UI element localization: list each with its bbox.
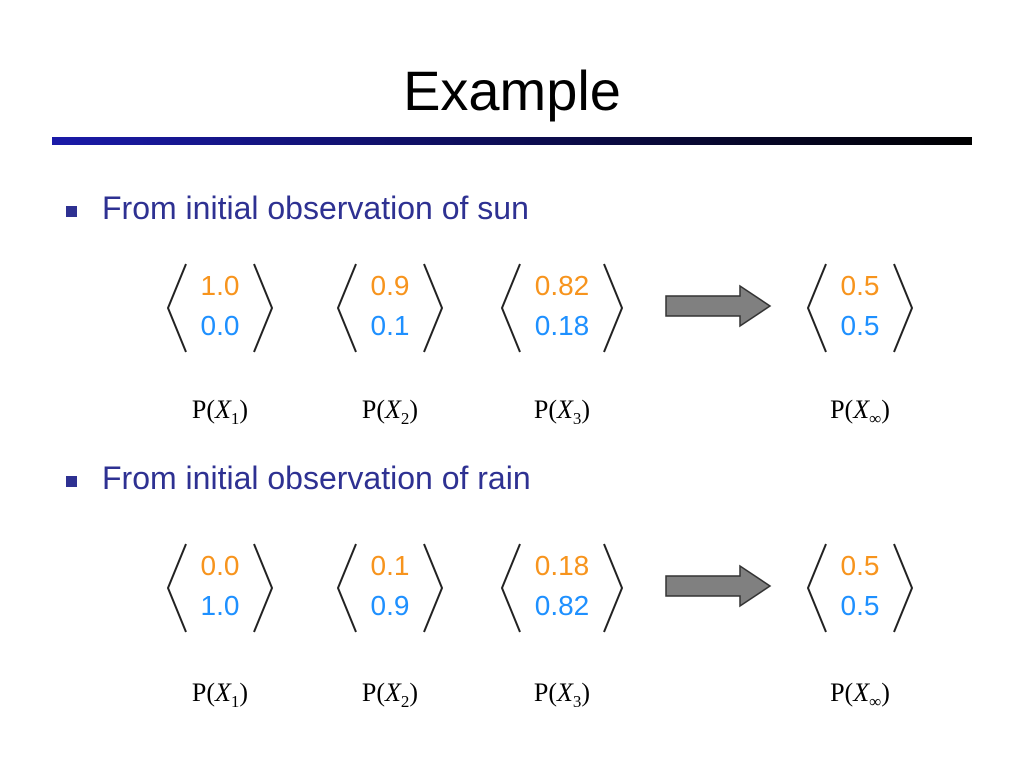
bracket-right xyxy=(893,543,914,633)
value-top: 0.18 xyxy=(534,550,590,581)
label-sub: ∞ xyxy=(869,692,882,712)
value-top: 0.0 xyxy=(200,550,240,581)
prob-label: P(X1) xyxy=(150,395,290,429)
slide-title: Example xyxy=(403,59,621,122)
bullet-marker xyxy=(66,206,77,217)
bracket-right xyxy=(423,543,444,633)
label-suffix: ) xyxy=(881,395,890,424)
value-bottom: 0.5 xyxy=(840,310,880,341)
bullet-marker xyxy=(66,476,77,487)
value-bottom: 1.0 xyxy=(200,590,240,621)
value-bottom: 0.18 xyxy=(534,310,590,341)
label-suffix: ) xyxy=(581,395,591,424)
label-var: X xyxy=(557,678,573,707)
bracket-left xyxy=(336,543,357,633)
label-suffix: ) xyxy=(581,678,591,707)
value-bottom: 0.1 xyxy=(370,310,410,341)
label-var: X xyxy=(215,395,231,424)
label-suffix: ) xyxy=(409,678,419,707)
value-top: 0.5 xyxy=(840,550,880,581)
label-sub: ∞ xyxy=(869,409,882,429)
label-var: X xyxy=(215,678,231,707)
label-prefix: P( xyxy=(361,395,386,424)
label-var: X xyxy=(557,395,573,424)
label-sub: 2 xyxy=(400,692,410,712)
value-top: 0.1 xyxy=(370,550,410,581)
label-prefix: P( xyxy=(830,678,854,707)
label-sub: 1 xyxy=(230,692,240,712)
value-bottom: 0.0 xyxy=(200,310,240,341)
label-var: X xyxy=(853,395,870,424)
bracket-left xyxy=(806,543,827,633)
bullet-text: From initial observation of sun xyxy=(102,190,529,226)
prob-label: P(X∞) xyxy=(790,678,930,712)
label-sub: 2 xyxy=(400,409,410,429)
prob-label: P(X2) xyxy=(320,395,460,429)
value-bottom: 0.82 xyxy=(534,590,590,621)
bracket-left xyxy=(166,543,187,633)
value-top: 0.5 xyxy=(840,270,880,301)
label-sub: 3 xyxy=(572,692,582,712)
bracket-left xyxy=(500,263,521,353)
label-prefix: P( xyxy=(830,395,854,424)
label-sub: 1 xyxy=(230,409,240,429)
value-bottom: 0.9 xyxy=(370,590,410,621)
arrow xyxy=(665,284,772,328)
label-var: X xyxy=(853,678,870,707)
bracket-left xyxy=(166,263,187,353)
bracket-left xyxy=(336,263,357,353)
bracket-right xyxy=(893,263,914,353)
title-rule xyxy=(52,137,972,145)
label-var: X xyxy=(385,395,401,424)
label-suffix: ) xyxy=(409,395,419,424)
label-prefix: P( xyxy=(533,395,558,424)
label-prefix: P( xyxy=(191,678,216,707)
bracket-right xyxy=(253,263,274,353)
label-prefix: P( xyxy=(191,395,216,424)
label-suffix: ) xyxy=(881,678,890,707)
bracket-right xyxy=(603,263,624,353)
label-var: X xyxy=(385,678,401,707)
bracket-left xyxy=(500,543,521,633)
prob-label: P(X2) xyxy=(320,678,460,712)
arrow xyxy=(665,564,772,608)
label-prefix: P( xyxy=(533,678,558,707)
value-bottom: 0.5 xyxy=(840,590,880,621)
value-top: 1.0 xyxy=(200,270,240,301)
label-suffix: ) xyxy=(239,678,249,707)
bracket-left xyxy=(806,263,827,353)
bracket-right xyxy=(423,263,444,353)
bullet-text: From initial observation of rain xyxy=(102,460,531,496)
prob-label: P(X1) xyxy=(150,678,290,712)
bracket-right xyxy=(603,543,624,633)
value-top: 0.82 xyxy=(534,270,590,301)
prob-label: P(X3) xyxy=(492,678,632,712)
value-top: 0.9 xyxy=(370,270,410,301)
prob-label: P(X3) xyxy=(492,395,632,429)
prob-label: P(X∞) xyxy=(790,395,930,429)
label-sub: 3 xyxy=(572,409,582,429)
bracket-right xyxy=(253,543,274,633)
label-prefix: P( xyxy=(361,678,386,707)
label-suffix: ) xyxy=(239,395,249,424)
